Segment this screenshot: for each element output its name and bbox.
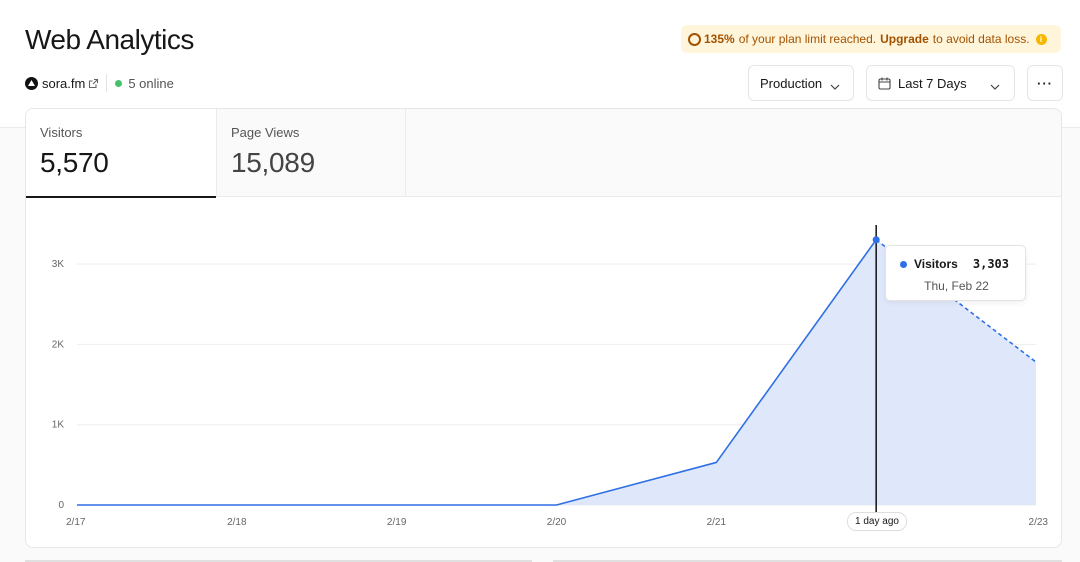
chevron-down-icon — [990, 79, 1000, 94]
project-link[interactable]: sora.fm — [42, 75, 86, 91]
x-tick-label: 2/17 — [66, 517, 86, 528]
y-tick-label: 1K — [52, 420, 65, 431]
tab-visitors[interactable]: Visitors 5,570 — [26, 109, 216, 198]
usage-limit-banner: 135% of your plan limit reached. Upgrade… — [681, 25, 1061, 53]
hover-point — [872, 236, 880, 244]
more-dots-icon: ··· — [1037, 75, 1053, 91]
page-title: Web Analytics — [25, 24, 194, 55]
x-tick-label: 2/20 — [547, 517, 567, 528]
chart-svg: 0 1K 2K 3K 2/17 2/18 2/19 2/20 2/21 2/23 — [52, 225, 1049, 528]
usage-ring-icon — [688, 32, 701, 46]
hover-date-pill: 1 day ago — [847, 512, 907, 531]
visitors-chart[interactable]: 0 1K 2K 3K 2/17 2/18 2/19 2/20 2/21 2/23 Visitors… — [26, 197, 1061, 547]
chart-tooltip: Visitors 3,303 Thu, Feb 22 — [885, 245, 1026, 301]
tab-value: 15,089 — [231, 147, 315, 178]
usage-percent: 135% — [704, 32, 735, 46]
environment-select-label: Production — [760, 75, 823, 91]
y-tick-label: 2K — [52, 339, 65, 350]
tab-label: Visitors — [40, 125, 83, 140]
tooltip-series: Visitors — [914, 257, 958, 271]
tab-page-views[interactable]: Page Views 15,089 — [216, 109, 406, 197]
more-options-button[interactable]: ··· — [1027, 65, 1063, 101]
vercel-logo-icon — [25, 76, 38, 90]
date-range-select[interactable]: Last 7 Days — [866, 65, 1015, 101]
project-row: sora.fm 5 online — [25, 74, 174, 92]
y-tick-label: 0 — [58, 500, 64, 511]
chevron-down-icon — [830, 79, 840, 94]
analytics-card: Visitors 5,570 Page Views 15,089 0 1K 2K 3K… — [25, 108, 1062, 548]
series-dot — [900, 261, 907, 268]
x-tick-label: 2/19 — [387, 517, 407, 528]
banner-text: of your plan limit reached. — [738, 32, 877, 46]
x-tick-label: 2/21 — [707, 517, 727, 528]
online-count: 5 online — [128, 75, 174, 91]
series-line — [77, 239, 877, 506]
upgrade-link[interactable]: Upgrade — [880, 32, 929, 46]
tooltip-value: 3,303 — [972, 257, 1009, 271]
y-tick-label: 3K — [52, 259, 65, 270]
info-icon[interactable]: i — [1035, 33, 1047, 45]
next-card-edge — [25, 560, 532, 562]
date-range-label: Last 7 Days — [898, 75, 967, 91]
x-tick-label: 2/18 — [227, 517, 247, 528]
header-area: Web Analytics sora.fm 5 online 135% of y… — [0, 0, 1080, 128]
calendar-icon — [878, 77, 891, 90]
tab-value: 5,570 — [40, 147, 109, 178]
online-status-dot — [115, 79, 123, 87]
environment-select[interactable]: Production — [748, 65, 854, 101]
tab-label: Page Views — [231, 125, 300, 140]
metric-tabs: Visitors 5,570 Page Views 15,089 — [26, 109, 1061, 198]
banner-text-end: to avoid data loss. — [932, 32, 1030, 46]
next-card-edge — [553, 560, 1062, 562]
tooltip-date: Thu, Feb 22 — [924, 279, 989, 293]
series-area — [77, 239, 1036, 505]
x-tick-label: 2/23 — [1029, 517, 1049, 528]
divider — [106, 74, 108, 92]
external-link-icon[interactable] — [88, 78, 99, 89]
